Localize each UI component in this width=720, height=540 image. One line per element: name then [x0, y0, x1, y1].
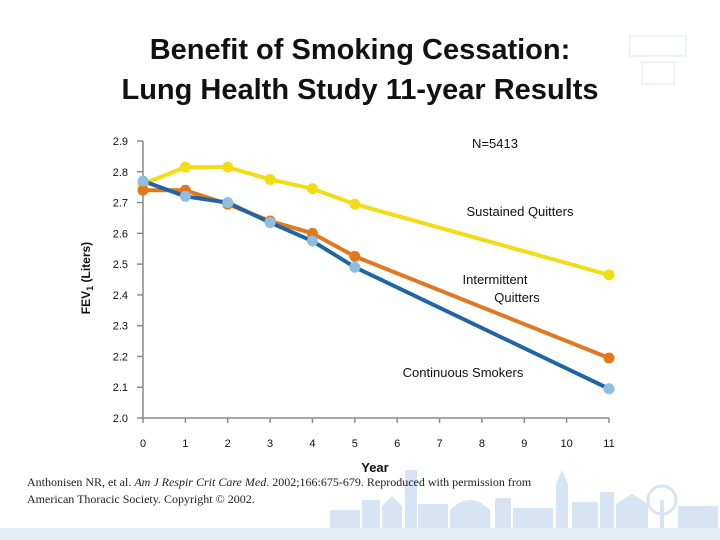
title-line-2: Lung Health Study 11-year Results — [121, 74, 599, 106]
continuous-smokers-point — [222, 197, 234, 209]
x-tick-label: 2 — [225, 438, 231, 450]
y-axis-label-main: FEV — [79, 291, 93, 314]
continuous-smokers-point — [179, 190, 191, 202]
intermittent-quitters-label-line: Quitters — [494, 290, 540, 305]
continuous-smokers-point — [264, 217, 276, 229]
x-tick-label: 3 — [267, 438, 273, 450]
x-tick-label: 5 — [352, 438, 358, 450]
y-tick-label: 2.8 — [113, 167, 128, 179]
x-tick-label: 8 — [479, 438, 485, 450]
citation-authors: Anthonisen NR, et al. — [27, 475, 135, 489]
x-tick-labels: 0 1 2 3 4 5 6 7 8 9 10 11 — [140, 438, 615, 450]
y-tick-label: 2.1 — [113, 382, 128, 394]
continuous-smokers-point — [603, 383, 615, 395]
continuous-smokers-point — [349, 261, 361, 273]
intermittent-quitters-point — [306, 227, 318, 239]
city-skyline-decoration — [0, 470, 720, 540]
continuous-smokers-label: Continuous Smokers — [403, 365, 524, 380]
series-lines — [142, 165, 610, 391]
sustained-quitters-label-line: Sustained Quitters — [467, 204, 574, 219]
intermittent-quitters-label: Intermittent Quitters — [462, 272, 540, 305]
x-axis-label: Year — [361, 460, 388, 475]
slide-title: Benefit of Smoking Cessation: Lung Healt… — [0, 30, 720, 110]
y-axis-label: FEV1 (Liters) — [79, 242, 95, 314]
y-tick-label: 2.5 — [113, 259, 128, 271]
sustained-quitters-label: Sustained Quitters — [467, 204, 574, 219]
intermittent-quitters-point — [137, 184, 149, 196]
citation-details: . 2002;166:675-679. Reproduced with perm… — [266, 475, 532, 489]
continuous-smokers-label-line: Continuous Smokers — [403, 365, 524, 380]
y-axis-label-subscript: 1 — [85, 286, 95, 291]
x-tick-label: 0 — [140, 438, 146, 450]
citation-journal: Am J Respir Crit Care Med — [134, 475, 267, 489]
title-line-1: Benefit of Smoking Cessation: — [149, 34, 571, 66]
y-tick-labels: 2.9 2.8 2.7 2.6 2.5 2.4 2.3 2.2 2.1 2.0 — [113, 136, 128, 425]
y-axis-label-unit: (Liters) — [79, 242, 93, 286]
sustained-quitters-point — [349, 198, 361, 210]
sustained-quitters-point — [306, 183, 318, 195]
x-tick-label: 7 — [436, 438, 442, 450]
sustained-quitters-point — [264, 173, 276, 185]
y-axis-ticks — [137, 140, 610, 423]
sustained-quitters-line — [142, 165, 610, 277]
x-tick-label: 6 — [394, 438, 400, 450]
x-tick-label: 4 — [309, 438, 315, 450]
y-tick-label: 2.3 — [113, 321, 128, 333]
sample-size-annotation: N=5413 — [472, 136, 518, 151]
sustained-quitters-point — [179, 161, 191, 173]
sustained-quitters-point — [603, 269, 615, 281]
y-tick-label: 2.2 — [113, 351, 128, 363]
faint-logo — [629, 35, 687, 85]
series-labels: Sustained Quitters Intermittent Quitters Co… — [403, 204, 574, 380]
citation-line-1: Anthonisen NR, et al. Am J Respir Crit C… — [27, 474, 587, 491]
intermittent-quitters-label-line: Intermittent — [462, 272, 527, 287]
continuous-smokers-point — [306, 235, 318, 247]
x-tick-label: 9 — [521, 438, 527, 450]
x-tick-label: 1 — [182, 438, 188, 450]
sustained-quitters-point — [222, 161, 234, 173]
continuous-smokers-point — [137, 175, 149, 187]
intermittent-quitters-point — [603, 352, 615, 364]
x-tick-label: 11 — [603, 438, 614, 450]
citation: Anthonisen NR, et al. Am J Respir Crit C… — [27, 474, 587, 508]
intermittent-quitters-point — [349, 250, 361, 262]
y-tick-label: 2.9 — [113, 136, 128, 148]
y-tick-label: 2.7 — [113, 198, 128, 210]
y-tick-label: 2.4 — [113, 290, 128, 302]
series-markers — [137, 161, 615, 395]
y-tick-label: 2.6 — [113, 228, 128, 240]
y-tick-label: 2.0 — [113, 413, 128, 425]
citation-line-2: American Thoracic Society. Copyright © 2… — [27, 492, 255, 506]
x-tick-label: 10 — [561, 438, 573, 450]
